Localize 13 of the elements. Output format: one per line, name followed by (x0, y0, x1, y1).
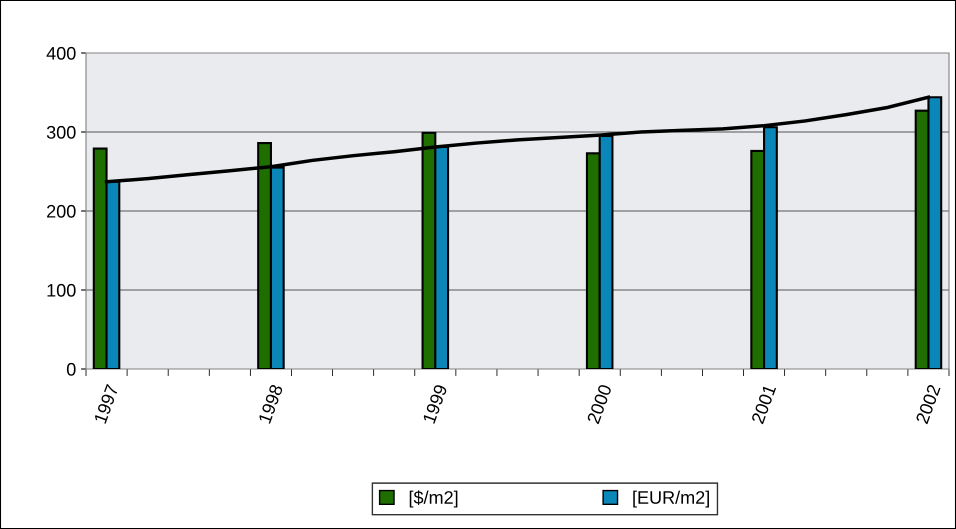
x-tick-label: 2000 (586, 384, 612, 424)
y-tick-label: 400 (46, 46, 76, 60)
x-tick-label: 2001 (751, 384, 776, 424)
y-tick-label: 200 (47, 204, 76, 218)
y-tick-label: 100 (48, 284, 76, 297)
x-tick-label: 1999 (422, 384, 448, 424)
x-tick-label: 1997 (94, 384, 119, 424)
y-tick-label: 300 (46, 126, 76, 139)
y-tick-label: 0 (66, 362, 76, 376)
x-tick-label: 1998 (258, 384, 284, 424)
legend-label: [$/m2] (410, 490, 458, 508)
x-tick-label: 2002 (915, 384, 941, 424)
legend-label: [EUR/m2] (633, 490, 709, 508)
